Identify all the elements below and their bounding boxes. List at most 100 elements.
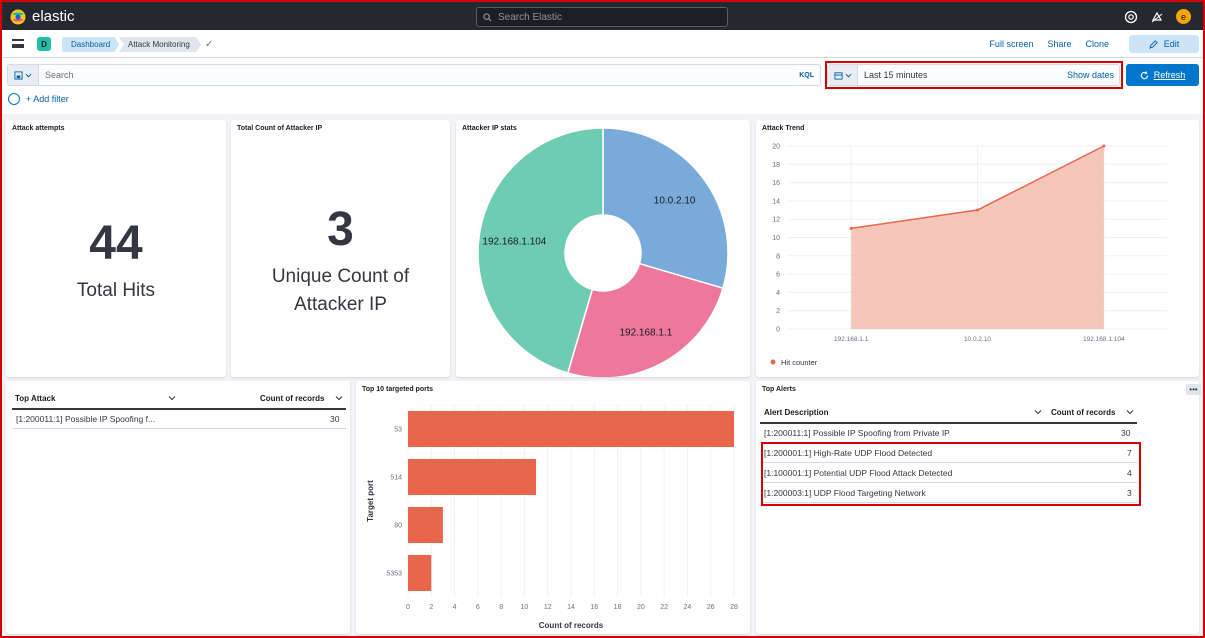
kql-toggle[interactable]: KQL: [795, 67, 818, 83]
panel-options-icon[interactable]: •••: [1186, 384, 1201, 395]
pie-slice: [477, 127, 604, 374]
x-tick-label: 16: [590, 604, 598, 611]
chevron-down-icon[interactable]: [335, 394, 343, 402]
y-tick-label: 53: [394, 427, 402, 434]
pie-chart: 10.0.2.10 192.168.1.1 192.168.1.104: [477, 127, 729, 377]
x-tick-label: 0: [406, 604, 410, 611]
saved-query-button[interactable]: [8, 65, 39, 85]
panel-top-targeted-ports: Top 10 targeted ports 0 2 4 6 8 10 12 14 16 18 20 2…: [356, 381, 750, 634]
table-cell-count: 30: [330, 414, 340, 424]
pie-label: 192.168.1.1: [619, 328, 672, 339]
x-tick-label: 20: [637, 604, 645, 611]
show-dates-link[interactable]: Show dates: [1066, 70, 1114, 80]
x-tick-label: 12: [544, 604, 552, 611]
metric-label: Total Hits: [76, 280, 156, 301]
column-header-top-attack[interactable]: Top Attack: [15, 394, 56, 403]
bar: [408, 555, 432, 591]
x-tick-label: 10: [521, 604, 529, 611]
search-icon: [483, 12, 492, 22]
pie-label: 10.0.2.10: [654, 195, 696, 206]
time-picker: Last 15 minutes Show dates: [827, 64, 1120, 86]
table-cell-desc: [1:200011:1] Possible IP Spoofing from P…: [764, 428, 950, 438]
column-header-count[interactable]: Count of records: [260, 394, 325, 403]
chevron-down-icon[interactable]: [168, 394, 176, 402]
panel-attacker-ip-stats: Attacker IP stats 10.0.2.10 192.168.1.1 19…: [456, 120, 750, 377]
time-range-label[interactable]: Last 15 minutes: [864, 70, 928, 80]
elastic-logo[interactable]: elastic: [10, 8, 75, 25]
table-cell-desc: [1:200011:1] Possible IP Spoofing f...: [16, 414, 156, 424]
chevron-down-icon[interactable]: [1034, 408, 1042, 416]
legend-label: Hit counter: [781, 358, 818, 367]
user-avatar[interactable]: e: [1176, 9, 1191, 24]
legend-swatch: [770, 359, 776, 365]
add-filter-button[interactable]: + Add filter: [26, 94, 69, 104]
chevron-down-icon[interactable]: [1126, 408, 1134, 416]
y-axis-title: Target port: [366, 480, 375, 522]
y-tick-label: 514: [390, 475, 402, 482]
full-screen-button[interactable]: Full screen: [989, 39, 1034, 49]
x-tick-label: 192.168.1.104: [1083, 336, 1125, 343]
menu-icon[interactable]: [12, 39, 24, 48]
y-tick-label: 20: [772, 144, 780, 151]
edit-button[interactable]: Edit: [1129, 35, 1199, 53]
x-tick-label: 22: [660, 604, 668, 611]
bar: [408, 411, 734, 447]
pie-slice: [566, 262, 724, 377]
pie-slice: [602, 127, 729, 290]
clone-button[interactable]: Clone: [1085, 39, 1109, 49]
column-header-count[interactable]: Count of records: [1051, 408, 1116, 417]
help-icon[interactable]: [1124, 10, 1138, 24]
breadcrumb-attack-monitoring: Attack Monitoring: [119, 37, 201, 52]
share-button[interactable]: Share: [1047, 39, 1072, 49]
y-tick-label: 10: [772, 235, 780, 242]
metric-label-line1: Unique Count of: [271, 266, 410, 287]
y-tick-label: 2: [776, 308, 780, 315]
refresh-button[interactable]: Refresh: [1126, 64, 1199, 86]
data-point: [849, 226, 853, 230]
space-avatar[interactable]: D: [37, 37, 51, 51]
bar-chart: 0 2 4 6 8 10 12 14 16 18 20 22 24 26 2853514805353Coun…: [366, 405, 738, 630]
global-search[interactable]: Search Elastic: [476, 7, 728, 27]
panel-title: Top 10 targeted ports: [362, 386, 434, 393]
chevron-down-icon: [845, 73, 851, 78]
y-tick-label: 8: [776, 253, 780, 260]
panel-attack-trend: Attack Trend 0 2 4 6 8 10 12 14 16 18 20 192.168.1.…: [756, 120, 1199, 377]
query-input[interactable]: Search: [45, 70, 74, 80]
y-tick-label: 6: [776, 272, 780, 279]
y-tick-label: 18: [772, 162, 780, 169]
x-tick-label: 18: [614, 604, 622, 611]
elastic-logo-icon: [10, 9, 26, 24]
area-chart: 0 2 4 6 8 10 12 14 16 18 20 192.168.1.1 10.0.2.10 192…: [770, 144, 1167, 367]
news-feed-icon[interactable]: [1150, 10, 1164, 24]
quick-select-button[interactable]: [828, 65, 858, 85]
x-tick-label: 26: [707, 604, 715, 611]
panel-title: Top Alerts: [762, 386, 796, 393]
column-header-alert-description[interactable]: Alert Description: [764, 408, 829, 417]
brand-name: elastic: [32, 8, 75, 25]
x-tick-label: 28: [730, 604, 738, 611]
panel-title: Total Count of Attacker IP: [237, 125, 323, 132]
metric-value: 3: [327, 203, 354, 256]
pencil-icon: [1148, 39, 1158, 49]
y-tick-label: 0: [776, 327, 780, 334]
x-tick-label: 4: [453, 604, 457, 611]
table-cell-count: 7: [1127, 448, 1132, 458]
filter-options-icon[interactable]: [8, 93, 20, 105]
y-tick-label: 80: [394, 523, 402, 530]
pie-label: 192.168.1.104: [482, 236, 546, 247]
x-tick-label: 14: [567, 604, 575, 611]
panel-top-alerts: Top Alerts Alert Description Count of re…: [756, 381, 1199, 634]
panel-attack-attempts: Attack attempts 44 Total Hits: [6, 120, 226, 377]
y-tick-label: 5353: [386, 571, 402, 578]
table-cell-count: 30: [1121, 428, 1131, 438]
x-tick-label: 192.168.1.1: [834, 336, 869, 343]
bar: [408, 507, 443, 543]
breadcrumb-dashboard[interactable]: Dashboard: [62, 37, 120, 52]
panel-top-attack: Top Attack Count of records [1:200011:1]…: [6, 381, 350, 634]
top-header: elastic Search Elastic e: [2, 2, 1203, 30]
panel-title: Attack attempts: [12, 125, 65, 132]
saved-check-icon: ✓: [205, 39, 214, 50]
panel-unique-attacker-ip: Total Count of Attacker IP 3 Unique Coun…: [231, 120, 450, 377]
filter-row: + Add filter: [8, 93, 69, 105]
refresh-label: Refresh: [1153, 70, 1186, 80]
